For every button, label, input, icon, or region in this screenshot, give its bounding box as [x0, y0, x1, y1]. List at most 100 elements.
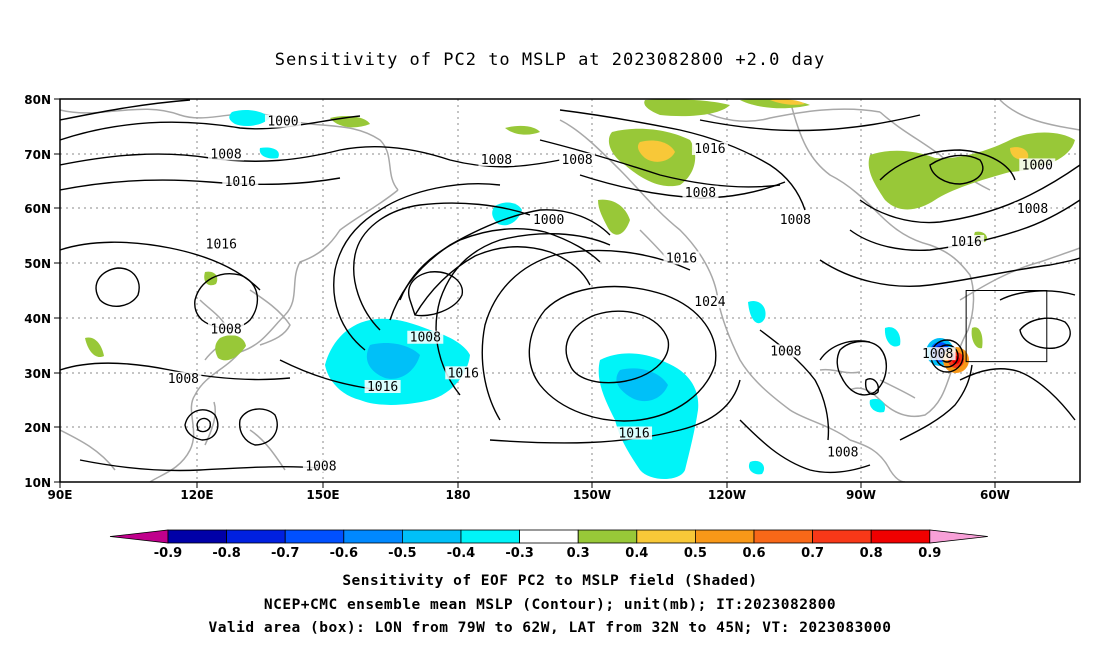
caption-valid-area: Valid area (box): LON from 79W to 62W, L…	[208, 620, 892, 636]
colorbar-label: -0.3	[505, 546, 533, 561]
colorbar-label: -0.9	[154, 546, 182, 561]
contour-label-bg	[767, 344, 804, 358]
colorbar-swatch	[812, 529, 872, 544]
contour-label-bg	[663, 251, 700, 265]
colorbar-label: 0.7	[801, 546, 824, 561]
colorbar-labels: -0.9 -0.8 -0.7 -0.6 -0.5 -0.4 -0.3 0.3 0.4 0.5 0.6…	[154, 546, 942, 561]
lon-label: 60W	[980, 488, 1010, 502]
contour-label-bg	[165, 371, 202, 385]
colorbar-swatch	[167, 529, 227, 544]
colorbar-swatch	[343, 529, 403, 544]
colorbar-label: 0.4	[625, 546, 648, 561]
contour-label: 1016	[666, 251, 697, 266]
contour-label-bg	[691, 295, 728, 309]
contour-label: 1008	[410, 331, 441, 346]
colorbar	[109, 529, 988, 544]
colorbar-label: 0.8	[860, 546, 883, 561]
contour-label: 1024	[694, 295, 725, 310]
contour-label: 1016	[694, 142, 725, 157]
contour-label: 1016	[367, 380, 398, 395]
colorbar-label: -0.7	[271, 546, 299, 561]
lat-label: 10N	[24, 476, 51, 490]
contour-label-bg	[478, 152, 515, 166]
contour-label: 1016	[206, 238, 237, 253]
lon-label: 120E	[180, 488, 213, 502]
contour-label-bg	[208, 147, 245, 161]
contour-label: 1008	[481, 153, 512, 168]
contour-label: 1008	[210, 323, 241, 338]
colorbar-low-triangle	[109, 529, 169, 544]
lat-label: 60N	[24, 202, 51, 216]
colorbar-swatch	[284, 529, 345, 544]
colorbar-label: -0.8	[212, 546, 240, 561]
contour-label: 1008	[1017, 202, 1048, 217]
contour-label: 1008	[168, 372, 199, 387]
contour-label: 1016	[448, 366, 479, 381]
colorbar-label: 0.3	[567, 546, 590, 561]
contour-label-bg	[407, 330, 444, 344]
lat-label: 80N	[24, 93, 51, 107]
contour-label: 1008	[210, 147, 241, 162]
contour-label-bg	[302, 459, 339, 473]
contour-label: 1008	[922, 347, 953, 362]
lon-label: 150W	[573, 488, 611, 502]
colorbar-swatch	[401, 529, 462, 544]
colorbar-swatch	[460, 529, 520, 544]
contour-label-bg	[530, 213, 567, 227]
lon-label: 180	[445, 488, 470, 502]
contour-label: 1016	[950, 235, 981, 250]
contour-label-bg	[919, 347, 956, 361]
contour-label-bg	[559, 152, 596, 166]
colorbar-high-triangle	[929, 529, 988, 544]
contour-label-bg	[777, 213, 814, 227]
contour-label: 1008	[780, 213, 811, 228]
contour-label-bg	[364, 379, 401, 393]
contour-label-bg	[1014, 202, 1051, 216]
sensitivity-shading	[85, 99, 1075, 479]
lon-label: 120W	[708, 488, 746, 502]
contour-label-bg	[682, 185, 719, 199]
contour-label-bg	[616, 426, 653, 440]
contour-label-bg	[1019, 158, 1056, 172]
contour-label: 1016	[225, 175, 256, 190]
lat-label: 30N	[24, 367, 51, 381]
latitude-labels: 80N 70N 60N 50N 40N 30N 20N 10N	[24, 93, 51, 490]
colorbar-swatch	[519, 529, 579, 544]
colorbar-swatch	[870, 529, 931, 544]
contour-label-bg	[948, 234, 985, 248]
colorbar-label: -0.6	[330, 546, 358, 561]
longitude-labels: 90E 120E 150E 180 150W 120W 90W 60W	[48, 488, 1010, 502]
contour-label: 1000	[1022, 158, 1053, 173]
plot-frame	[59, 98, 1081, 483]
contour-label: 1000	[533, 213, 564, 228]
contour-labels: 1000 1008 1016 1008 1008 1016 1008 1000 1008 1000…	[165, 114, 1056, 474]
colorbar-swatch	[226, 529, 286, 544]
contour-label-bg	[264, 114, 301, 128]
contour-label-bg	[691, 141, 728, 155]
contour-label: 1008	[827, 446, 858, 461]
lat-label: 50N	[24, 257, 51, 271]
caption-contour: NCEP+CMC ensemble mean MSLP (Contour); u…	[263, 597, 837, 613]
colorbar-swatch	[636, 529, 696, 544]
lat-label: 70N	[24, 148, 51, 162]
contour-label-bg	[208, 322, 245, 336]
contour-label: 1016	[618, 426, 649, 441]
lat-label: 40N	[24, 312, 51, 326]
colorbar-swatch	[695, 529, 755, 544]
contour-label-bg	[222, 174, 259, 188]
axis-ticks	[54, 98, 996, 488]
contour-label: 1008	[685, 186, 716, 201]
contour-label: 1008	[770, 344, 801, 359]
contour-label: 1008	[305, 459, 336, 474]
lon-label: 90E	[48, 488, 73, 502]
colorbar-label: 0.5	[684, 546, 707, 561]
colorbar-label: -0.4	[447, 546, 475, 561]
colorbar-label: 0.6	[742, 546, 765, 561]
colorbar-swatch	[753, 529, 813, 544]
contour-label: 1008	[561, 153, 592, 168]
contour-label-bg	[445, 366, 482, 380]
lon-label: 90W	[846, 488, 876, 502]
lon-label: 150E	[306, 488, 339, 502]
lat-label: 20N	[24, 421, 51, 435]
caption-shaded: Sensitivity of EOF PC2 to MSLP field (Sh…	[342, 573, 758, 589]
